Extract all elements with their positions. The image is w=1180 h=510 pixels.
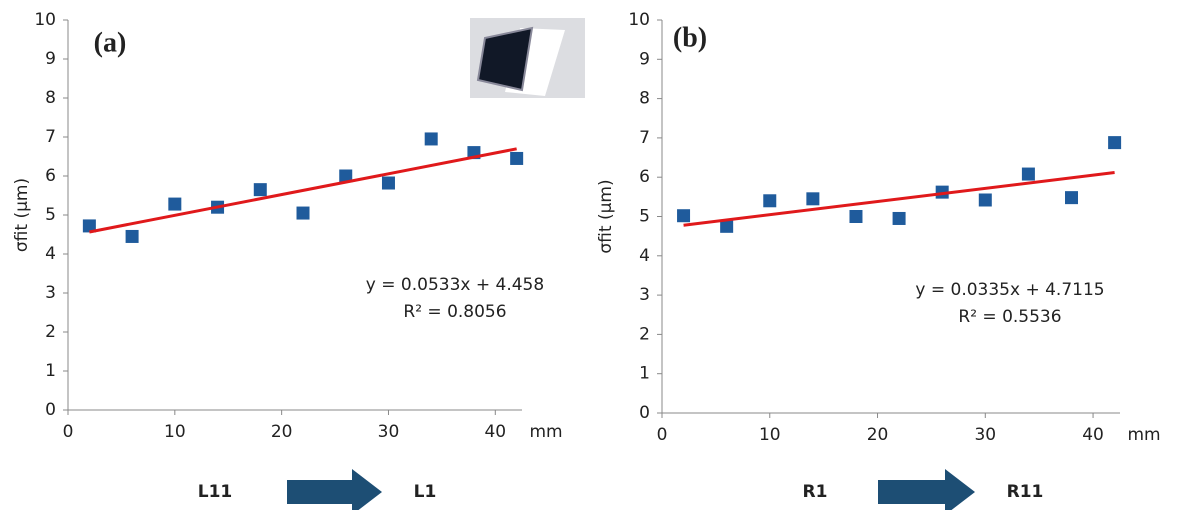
point [1065, 191, 1078, 204]
x-tick-label: 20 [271, 422, 293, 442]
x-tick-label: 40 [484, 422, 506, 442]
y-tick-label: 2 [45, 322, 56, 342]
y-tick-label: 8 [639, 89, 650, 109]
y-tick-label: 3 [45, 283, 56, 303]
y-tick-label: 1 [639, 364, 650, 384]
y-tick-label: 0 [45, 400, 56, 420]
x-unit: mm [1127, 425, 1160, 445]
x-tick-label: 30 [378, 422, 400, 442]
direction-from: L11 [198, 482, 233, 502]
sample-thumbnail [470, 18, 585, 98]
y-tick-label: 7 [639, 128, 650, 148]
point [979, 193, 992, 206]
x-tick-label: 20 [867, 425, 889, 445]
trend-r2: R² = 0.8056 [403, 302, 506, 322]
y-tick-label: 9 [45, 49, 56, 69]
y-tick-label: 4 [45, 244, 56, 264]
y-tick-label: 5 [639, 207, 650, 227]
y-tick-label: 10 [628, 10, 650, 30]
trend-equation: y = 0.0533x + 4.458 [366, 275, 544, 295]
x-tick-label: 0 [63, 422, 74, 442]
direction-from: R1 [803, 482, 828, 502]
point [1022, 168, 1035, 181]
point [126, 230, 139, 243]
y-tick-label: 6 [45, 166, 56, 186]
x-tick-label: 40 [1082, 425, 1104, 445]
y-tick-label: 10 [34, 10, 56, 30]
direction-to: L1 [414, 482, 437, 502]
point [254, 183, 267, 196]
y-tick-label: 2 [639, 324, 650, 344]
point [677, 209, 690, 222]
x-tick-label: 10 [759, 425, 781, 445]
point [425, 132, 438, 145]
point [849, 210, 862, 223]
x-unit: mm [529, 422, 562, 442]
figure: 012345678910010203040mmσfit (μm)(a)y = 0… [0, 0, 1180, 510]
trend-equation: y = 0.0335x + 4.7115 [915, 280, 1104, 300]
point [1108, 136, 1121, 149]
x-tick-label: 30 [974, 425, 996, 445]
direction-arrow [878, 469, 975, 510]
y-axis-label: σfit (μm) [596, 179, 616, 253]
y-tick-label: 7 [45, 127, 56, 147]
x-tick-label: 0 [657, 425, 668, 445]
panel-title: (a) [94, 27, 127, 58]
x-tick-label: 10 [164, 422, 186, 442]
direction-to: R11 [1007, 482, 1044, 502]
point [763, 194, 776, 207]
y-tick-label: 0 [639, 403, 650, 423]
point [510, 152, 523, 165]
point [297, 207, 310, 220]
point [382, 177, 395, 190]
y-tick-label: 1 [45, 361, 56, 381]
y-axis-label: σfit (μm) [12, 178, 32, 252]
y-tick-label: 6 [639, 167, 650, 187]
thumbnail-face [478, 28, 532, 90]
y-tick-label: 9 [639, 49, 650, 69]
y-tick-label: 5 [45, 205, 56, 225]
y-tick-label: 3 [639, 285, 650, 305]
point [806, 192, 819, 205]
y-tick-label: 8 [45, 88, 56, 108]
panel-title: (b) [673, 22, 707, 53]
y-tick-label: 4 [639, 246, 650, 266]
point [168, 198, 181, 211]
trend-r2: R² = 0.5536 [958, 307, 1061, 327]
point [893, 212, 906, 225]
direction-arrow [287, 469, 382, 510]
